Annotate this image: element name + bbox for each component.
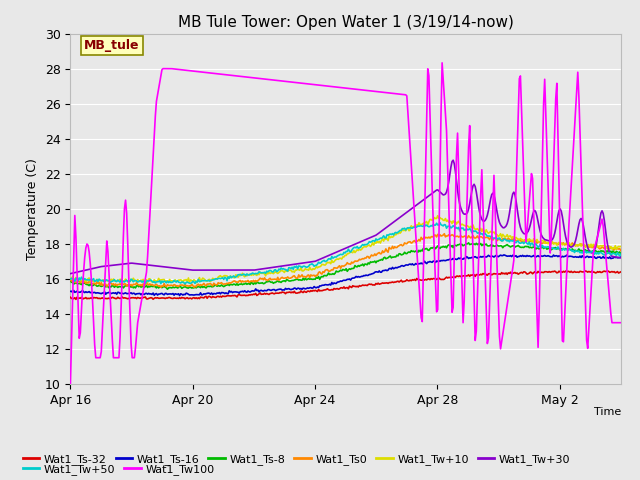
Legend: Wat1_Ts-32, Wat1_Ts-16, Wat1_Ts-8, Wat1_Ts0, Wat1_Tw+10, Wat1_Tw+30: Wat1_Ts-32, Wat1_Ts-16, Wat1_Ts-8, Wat1_…: [19, 450, 575, 469]
Title: MB Tule Tower: Open Water 1 (3/19/14-now): MB Tule Tower: Open Water 1 (3/19/14-now…: [178, 15, 513, 30]
Y-axis label: Temperature (C): Temperature (C): [26, 158, 39, 260]
Text: MB_tule: MB_tule: [84, 39, 140, 52]
Legend: Wat1_Tw+50, Wat1_Tw100: Wat1_Tw+50, Wat1_Tw100: [19, 459, 219, 479]
Text: Time: Time: [593, 407, 621, 417]
